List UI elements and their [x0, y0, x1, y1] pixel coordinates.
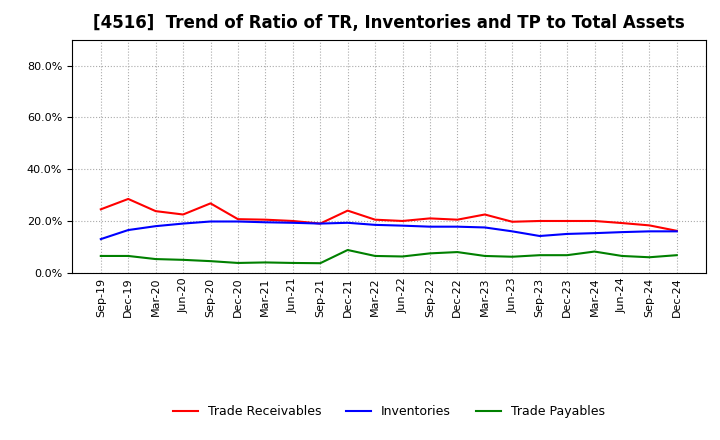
Inventories: [426, 224, 434, 229]
Trade Receivables: [426, 216, 434, 221]
Trade Payables: [179, 257, 187, 263]
Trade Receivables: [289, 218, 297, 224]
Inventories: [343, 220, 352, 225]
Inventories: [233, 219, 242, 224]
Trade Receivables: [645, 223, 654, 228]
Trade Receivables: [672, 228, 681, 234]
Trade Payables: [206, 258, 215, 264]
Trade Receivables: [261, 217, 270, 222]
Line: Trade Payables: Trade Payables: [101, 250, 677, 263]
Inventories: [124, 227, 132, 233]
Trade Receivables: [124, 196, 132, 202]
Inventories: [206, 219, 215, 224]
Title: [4516]  Trend of Ratio of TR, Inventories and TP to Total Assets: [4516] Trend of Ratio of TR, Inventories…: [93, 15, 685, 33]
Line: Trade Receivables: Trade Receivables: [101, 199, 677, 231]
Trade Payables: [96, 253, 105, 259]
Trade Payables: [371, 253, 379, 259]
Inventories: [261, 220, 270, 225]
Trade Payables: [645, 255, 654, 260]
Inventories: [453, 224, 462, 229]
Line: Inventories: Inventories: [101, 221, 677, 239]
Trade Receivables: [343, 208, 352, 213]
Trade Payables: [536, 253, 544, 258]
Trade Payables: [124, 253, 132, 259]
Trade Payables: [618, 253, 626, 259]
Trade Payables: [261, 260, 270, 265]
Inventories: [563, 231, 572, 237]
Trade Payables: [233, 260, 242, 266]
Inventories: [179, 221, 187, 226]
Inventories: [371, 222, 379, 227]
Inventories: [151, 224, 160, 229]
Trade Payables: [563, 253, 572, 258]
Inventories: [645, 229, 654, 234]
Inventories: [508, 229, 516, 234]
Inventories: [96, 236, 105, 242]
Trade Receivables: [233, 216, 242, 222]
Trade Payables: [316, 260, 325, 266]
Trade Payables: [590, 249, 599, 254]
Trade Receivables: [96, 207, 105, 212]
Inventories: [480, 225, 489, 230]
Trade Receivables: [371, 217, 379, 222]
Trade Receivables: [536, 218, 544, 224]
Trade Payables: [453, 249, 462, 255]
Trade Receivables: [179, 212, 187, 217]
Trade Receivables: [398, 218, 407, 224]
Trade Payables: [672, 253, 681, 258]
Trade Receivables: [453, 217, 462, 222]
Legend: Trade Receivables, Inventories, Trade Payables: Trade Receivables, Inventories, Trade Pa…: [168, 400, 610, 423]
Trade Payables: [398, 254, 407, 259]
Inventories: [398, 223, 407, 228]
Inventories: [316, 221, 325, 226]
Trade Payables: [289, 260, 297, 266]
Trade Receivables: [563, 218, 572, 224]
Inventories: [672, 229, 681, 234]
Trade Receivables: [508, 219, 516, 224]
Inventories: [536, 233, 544, 238]
Trade Payables: [343, 247, 352, 253]
Trade Receivables: [151, 209, 160, 214]
Trade Receivables: [206, 201, 215, 206]
Trade Payables: [480, 253, 489, 259]
Trade Receivables: [590, 218, 599, 224]
Inventories: [289, 220, 297, 225]
Trade Receivables: [316, 221, 325, 226]
Trade Receivables: [618, 220, 626, 226]
Trade Payables: [508, 254, 516, 259]
Trade Payables: [151, 257, 160, 262]
Trade Receivables: [480, 212, 489, 217]
Inventories: [618, 230, 626, 235]
Inventories: [590, 231, 599, 236]
Trade Payables: [426, 251, 434, 256]
